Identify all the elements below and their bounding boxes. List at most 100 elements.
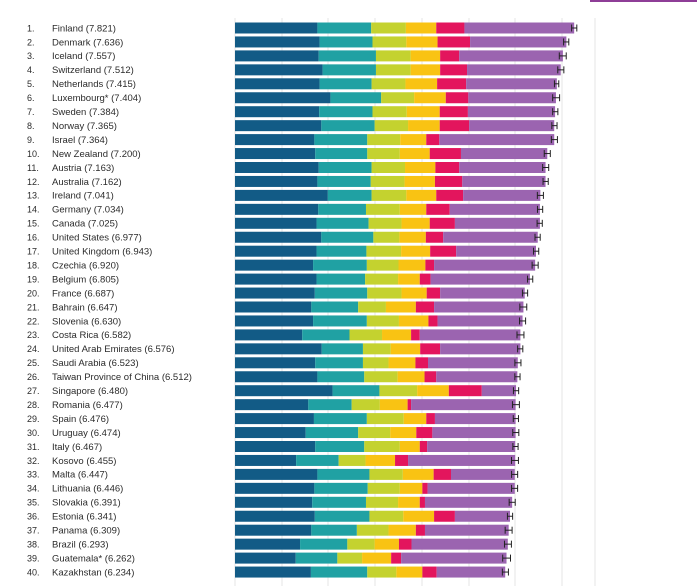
bar-segment [321, 120, 375, 132]
bar-segment [310, 566, 368, 578]
bar-segment [381, 92, 415, 104]
bar-segment [367, 482, 400, 494]
bar-segment [314, 482, 368, 494]
bar-segment [401, 552, 507, 564]
bar-segment [430, 245, 457, 257]
country-label: Switzerland (7.512) [52, 65, 134, 76]
rank-label: 8. [27, 121, 35, 131]
bar-segment [235, 413, 314, 425]
bar-segment [419, 496, 425, 508]
error-bar [512, 443, 519, 450]
bar-segment [316, 217, 369, 229]
chart-row: 38. Brazil (6.293) [27, 538, 512, 550]
bar-segment [410, 64, 441, 76]
bar-segment [302, 329, 350, 341]
country-label: United Kingdom (6.943) [52, 247, 152, 258]
country-label: Taiwan Province of China (6.512) [52, 372, 192, 383]
top-accent-line [590, 0, 697, 2]
bar-segment [439, 106, 468, 118]
bar-segment [436, 22, 465, 34]
chart-row: 20. France (6.687) [27, 287, 529, 299]
bar-segment [235, 287, 315, 299]
error-bar [558, 52, 567, 60]
chart-row: 3. Iceland (7.557) [27, 50, 567, 62]
error-bar [511, 484, 519, 492]
rank-label: 6. [27, 93, 35, 103]
bar-segment [349, 329, 383, 341]
chart-row: 11. Austria (7.163) [27, 162, 550, 174]
chart-row: 9. Israel (7.364) [27, 134, 558, 146]
country-label: Finland (7.821) [52, 23, 116, 34]
rank-label: 3. [27, 51, 35, 61]
rank-label: 18. [27, 260, 40, 270]
bar-segment [406, 189, 437, 201]
error-bar [563, 38, 570, 46]
bar-segment [366, 245, 402, 257]
chart-row: 36. Estonia (6.341) [27, 510, 514, 523]
bar-segment [437, 315, 523, 327]
rank-label: 35. [27, 498, 40, 508]
bar-segment [408, 454, 516, 466]
bar-segment [235, 441, 316, 452]
bar-segment [434, 259, 536, 271]
bar-segment [315, 148, 368, 160]
bar-segment [316, 273, 366, 285]
bar-segment [235, 510, 315, 522]
bar-segment [403, 413, 427, 425]
country-label: Germany (7.034) [52, 205, 124, 216]
error-bar [543, 150, 551, 158]
bar-segment [456, 245, 536, 257]
bar-segment [400, 134, 427, 146]
bar-segment [358, 427, 391, 439]
error-bar [534, 233, 541, 241]
country-label: Ireland (7.041) [52, 191, 114, 202]
bar-segment [410, 50, 441, 62]
chart-row: 25. Saudi Arabia (6.523) [27, 357, 522, 369]
bar-segment [399, 441, 420, 452]
bar-segment [411, 329, 420, 341]
bar-segment [407, 399, 412, 411]
bar-segment [371, 22, 406, 34]
bar-segment [235, 22, 318, 34]
bar-segment [369, 510, 404, 522]
bar-segment [362, 343, 391, 355]
bar-segment [390, 343, 421, 355]
error-bar [516, 331, 525, 339]
bar-segment [235, 203, 319, 215]
rank-label: 15. [27, 219, 40, 229]
error-bar [553, 80, 560, 88]
bar-segment [235, 552, 296, 564]
country-label: Brazil (6.293) [52, 539, 109, 550]
rank-label: 10. [27, 149, 40, 159]
bar-segment [235, 245, 317, 257]
bar-segment [434, 510, 455, 522]
bar-segment [426, 203, 450, 215]
bar-segment [371, 189, 407, 201]
bar-segment [235, 482, 315, 494]
bar-segment [366, 413, 404, 425]
chart-row: 37. Panama (6.309) [27, 524, 513, 537]
bar-segment [415, 357, 429, 369]
rank-label: 34. [27, 484, 40, 494]
bar-segment [235, 329, 303, 341]
bar-segment [235, 120, 322, 132]
error-bar [503, 540, 512, 548]
rank-label: 32. [27, 456, 40, 466]
bar-segment [437, 36, 471, 48]
bar-segment [402, 468, 434, 480]
bar-segment [424, 371, 437, 383]
bar-segment [435, 162, 460, 173]
country-label: Kosovo (6.455) [52, 456, 116, 467]
bar-segment [466, 78, 557, 90]
bar-segment [235, 343, 322, 355]
bar-segment [417, 385, 449, 397]
chart-row: 15. Canada (7.025) [27, 217, 543, 230]
bar-segment [424, 524, 509, 536]
rank-label: 1. [27, 23, 35, 33]
bar-segment [318, 50, 376, 62]
bar-segment [390, 427, 417, 439]
bar-segment [426, 287, 441, 299]
bar-segment [327, 189, 372, 201]
error-bar [514, 359, 522, 367]
rank-label: 5. [27, 79, 35, 89]
